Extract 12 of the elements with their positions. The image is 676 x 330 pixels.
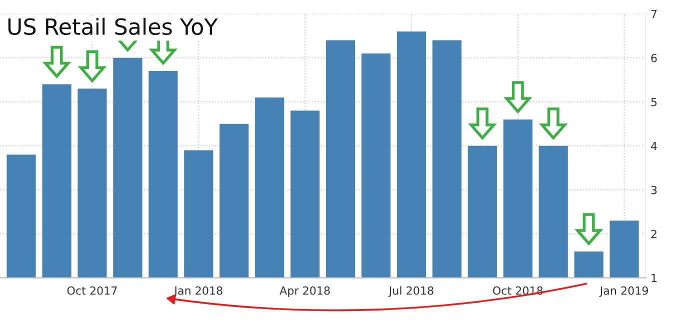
y-tick-label: 2 (651, 230, 656, 238)
y-tick-label: 3 (651, 186, 657, 194)
x-tick-label: Jul 2018 (388, 286, 434, 297)
y-tick-label: 6 (651, 54, 657, 62)
chart-title: US Retail Sales YoY (8, 18, 218, 36)
y-tick-label: 4 (650, 142, 657, 150)
y-tick-label: 1 (652, 274, 656, 282)
y-tick-label: 7 (651, 10, 657, 18)
x-tick-label: Jan 2019 (599, 286, 648, 297)
x-tick-label: Apr 2018 (280, 286, 330, 297)
y-tick-label: 5 (651, 98, 657, 106)
x-tick-label: Oct 2017 (67, 286, 117, 295)
